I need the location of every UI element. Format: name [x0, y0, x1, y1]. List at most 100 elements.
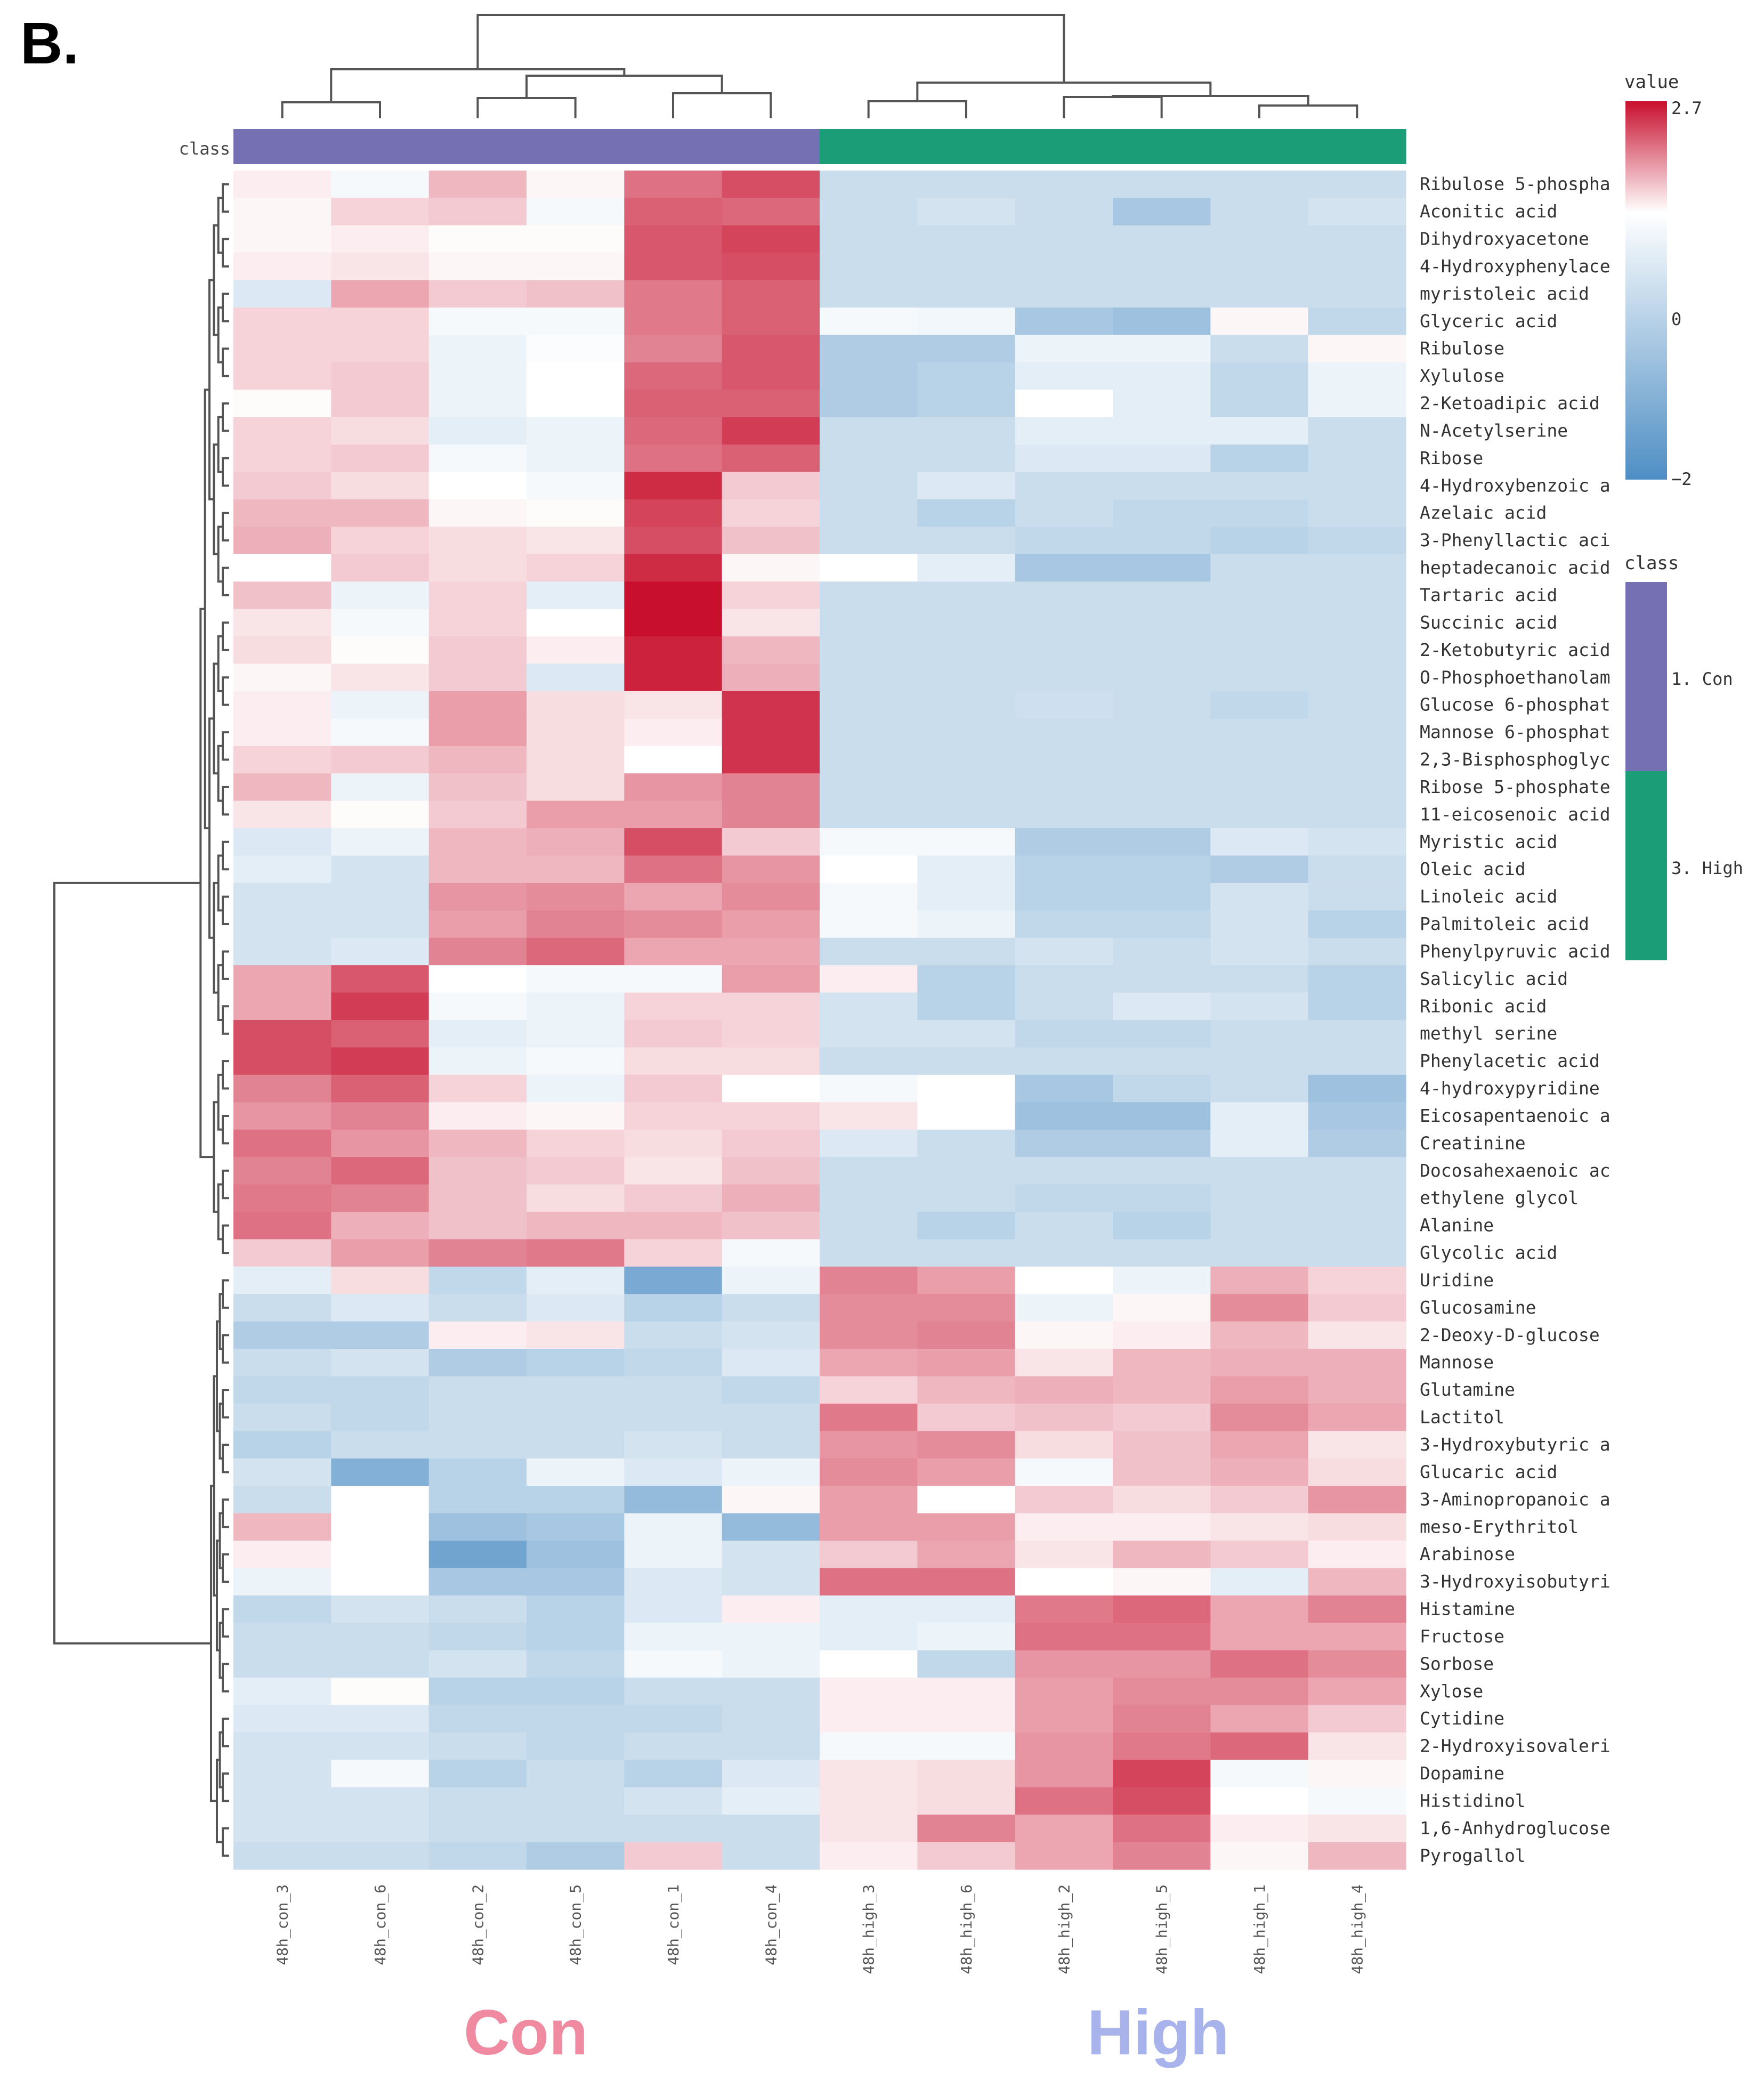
heatmap-cell: [624, 1266, 723, 1294]
heatmap-cell: [917, 527, 1016, 555]
heatmap-cell: [917, 910, 1016, 938]
heatmap-cell: [722, 1020, 820, 1048]
heatmap-cell: [233, 581, 331, 610]
heatmap-cell: [1113, 1266, 1211, 1294]
row-label: Xylose: [1420, 1681, 1483, 1702]
heatmap-cell: [917, 1157, 1016, 1185]
heatmap-cell: [527, 1403, 625, 1431]
heatmap-cell: [1210, 1705, 1309, 1733]
row-label: Uridine: [1420, 1269, 1494, 1290]
class-bar-segment: [1210, 129, 1309, 164]
heatmap-cell: [331, 800, 430, 829]
heatmap-cell: [1308, 828, 1406, 856]
heatmap-cell: [428, 1431, 527, 1459]
value-legend-title: value: [1624, 71, 1679, 93]
heatmap-cell: [820, 609, 918, 637]
row-label: Lactitol: [1420, 1407, 1504, 1428]
heatmap-cell: [820, 1732, 918, 1760]
heatmap-cell: [722, 1349, 820, 1377]
heatmap-cell: [527, 992, 625, 1021]
heatmap-cell: [820, 992, 918, 1021]
heatmap-cell: [624, 882, 723, 911]
heatmap-cell: [1308, 171, 1406, 199]
heatmap-cell: [1210, 1431, 1309, 1459]
class-bar-segment: [917, 129, 1016, 164]
heatmap-cell: [722, 225, 820, 253]
heatmap-cell: [917, 1102, 1016, 1130]
class-bar-segment: [1113, 129, 1211, 164]
heatmap-cell: [527, 280, 625, 308]
heatmap-cell: [624, 691, 723, 719]
heatmap-cell: [233, 1458, 331, 1486]
class-legend-title: class: [1624, 553, 1679, 574]
heatmap-cell: [1210, 882, 1309, 911]
heatmap-cell: [527, 527, 625, 555]
heatmap-cell: [624, 1486, 723, 1514]
heatmap-cell: [1113, 335, 1211, 363]
heatmap-cell: [233, 362, 331, 390]
heatmap-cell: [722, 882, 820, 911]
heatmap-cell: [722, 1568, 820, 1596]
heatmap-cell: [1015, 417, 1113, 445]
heatmap-cell: [1210, 1540, 1309, 1568]
heatmap-cell: [428, 253, 527, 281]
heatmap-cell: [233, 1239, 331, 1267]
heatmap-cell: [820, 1047, 918, 1075]
heatmap-cell: [233, 1211, 331, 1240]
heatmap-cell: [1308, 307, 1406, 336]
heatmap-cell: [1015, 1211, 1113, 1240]
row-label: 4-Hydroxybenzoic a: [1420, 475, 1611, 496]
heatmap-cell: [1210, 1650, 1309, 1678]
heatmap-cell: [1015, 1294, 1113, 1322]
row-label: 2-Ketobutyric acid: [1420, 639, 1611, 660]
row-label: methyl serine: [1420, 1023, 1557, 1044]
heatmap-cell: [917, 1047, 1016, 1075]
value-legend-mid: 0: [1671, 309, 1681, 329]
dendrogram-branch: [222, 238, 229, 268]
heatmap-cell: [624, 1047, 723, 1075]
heatmap-cell: [820, 1787, 918, 1815]
heatmap-cell: [722, 1376, 820, 1404]
heatmap-cell: [917, 1513, 1016, 1541]
heatmap-cell: [820, 1239, 918, 1267]
heatmap-cell: [1210, 1211, 1309, 1240]
heatmap-cell: [1113, 1294, 1211, 1322]
heatmap-cell: [722, 937, 820, 966]
heatmap-cell: [527, 307, 625, 336]
heatmap-cell: [527, 1239, 625, 1267]
heatmap-cell: [820, 718, 918, 747]
heatmap-cell: [917, 1623, 1016, 1651]
heatmap-cell: [624, 225, 723, 253]
heatmap-cell: [233, 1732, 331, 1760]
heatmap-cell: [1015, 1102, 1113, 1130]
heatmap-cell: [1210, 225, 1309, 253]
row-label: Arabinose: [1420, 1544, 1515, 1565]
heatmap-cell: [1015, 1458, 1113, 1486]
heatmap-cell: [428, 965, 527, 993]
heatmap-cell: [722, 1678, 820, 1706]
heatmap-cell: [1308, 773, 1406, 801]
heatmap-cell: [917, 253, 1016, 281]
heatmap-cell: [1015, 1403, 1113, 1431]
heatmap-cell: [1210, 1623, 1309, 1651]
heatmap-cell: [527, 1184, 625, 1212]
heatmap-cell: [1015, 1705, 1113, 1733]
dendrogram-branch: [222, 1114, 229, 1145]
heatmap-cell: [624, 1732, 723, 1760]
heatmap-cell: [1015, 1732, 1113, 1760]
heatmap-cell: [722, 773, 820, 801]
row-label: 2-Ketoadipic acid: [1420, 393, 1600, 414]
dendrogram-branch: [1258, 104, 1358, 118]
heatmap-cell: [428, 1842, 527, 1870]
heatmap-cell: [1113, 691, 1211, 719]
heatmap-cell: [1308, 910, 1406, 938]
heatmap-cell: [820, 1129, 918, 1157]
heatmap-cell: [331, 1349, 430, 1377]
heatmap-cell: [722, 691, 820, 719]
heatmap-cell: [1113, 1486, 1211, 1514]
dendrogram-branch: [222, 786, 229, 816]
heatmap-cell: [820, 527, 918, 555]
heatmap-cell: [722, 1513, 820, 1541]
heatmap-cell: [331, 1595, 430, 1623]
heatmap-cell: [1308, 1294, 1406, 1322]
